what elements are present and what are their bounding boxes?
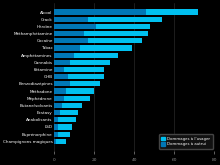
Bar: [80, 45, 132, 50]
Bar: [54, 24, 96, 29]
Bar: [84, 31, 148, 36]
Bar: [54, 139, 56, 144]
Bar: [54, 117, 58, 122]
Bar: [66, 88, 94, 94]
Bar: [54, 38, 88, 43]
Bar: [54, 60, 70, 65]
Bar: [54, 74, 68, 79]
Bar: [54, 31, 84, 36]
Bar: [54, 67, 64, 72]
Bar: [54, 103, 62, 108]
Bar: [70, 81, 100, 86]
Bar: [54, 124, 58, 130]
Bar: [58, 117, 76, 122]
Bar: [54, 17, 88, 22]
Bar: [146, 10, 198, 15]
Bar: [74, 53, 118, 58]
Bar: [70, 60, 110, 65]
Bar: [64, 67, 104, 72]
Bar: [88, 38, 142, 43]
Bar: [56, 139, 66, 144]
Bar: [54, 45, 80, 50]
Bar: [68, 74, 104, 79]
Bar: [62, 103, 82, 108]
Bar: [60, 110, 78, 115]
Legend: Dommages à l'usager, Dommages à autrui: Dommages à l'usager, Dommages à autrui: [159, 134, 213, 149]
Bar: [88, 17, 162, 22]
Bar: [96, 24, 150, 29]
Bar: [54, 10, 146, 15]
Bar: [54, 132, 58, 137]
Bar: [64, 96, 90, 101]
Bar: [54, 53, 74, 58]
Bar: [54, 96, 64, 101]
Bar: [54, 110, 60, 115]
Bar: [54, 88, 66, 94]
Bar: [54, 81, 70, 86]
Bar: [58, 124, 72, 130]
Bar: [58, 132, 70, 137]
